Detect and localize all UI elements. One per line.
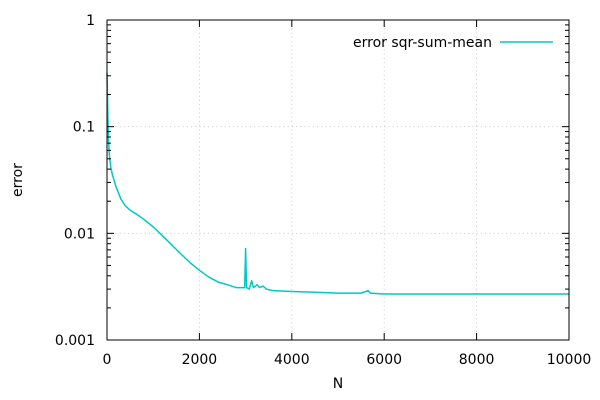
y-tick-label: 1 <box>86 13 95 29</box>
plot-frame <box>106 19 570 341</box>
legend: error sqr-sum-mean <box>353 35 553 51</box>
series-line <box>106 72 569 295</box>
x-tick-label: 10000 <box>547 352 592 368</box>
y-axis-label: error <box>10 163 26 197</box>
x-tick-label: 8000 <box>459 352 495 368</box>
y-tick-label: 0.01 <box>64 226 95 242</box>
x-tick-label: 2000 <box>182 352 218 368</box>
axis-ticks <box>106 19 570 341</box>
series-layer <box>106 72 569 295</box>
x-tick-label: 4000 <box>274 352 310 368</box>
x-axis-label: N <box>333 376 343 392</box>
x-tick-label: 0 <box>103 352 112 368</box>
grid <box>107 20 569 340</box>
y-tick-label: 0.1 <box>73 120 95 136</box>
x-tick-label: 6000 <box>366 352 402 368</box>
axis-tick-labels: 0 2000 4000 6000 8000 10000 0.001 0.01 0.1 1 <box>55 13 591 368</box>
y-tick-label: 0.001 <box>55 333 95 349</box>
legend-label: error sqr-sum-mean <box>353 35 492 51</box>
